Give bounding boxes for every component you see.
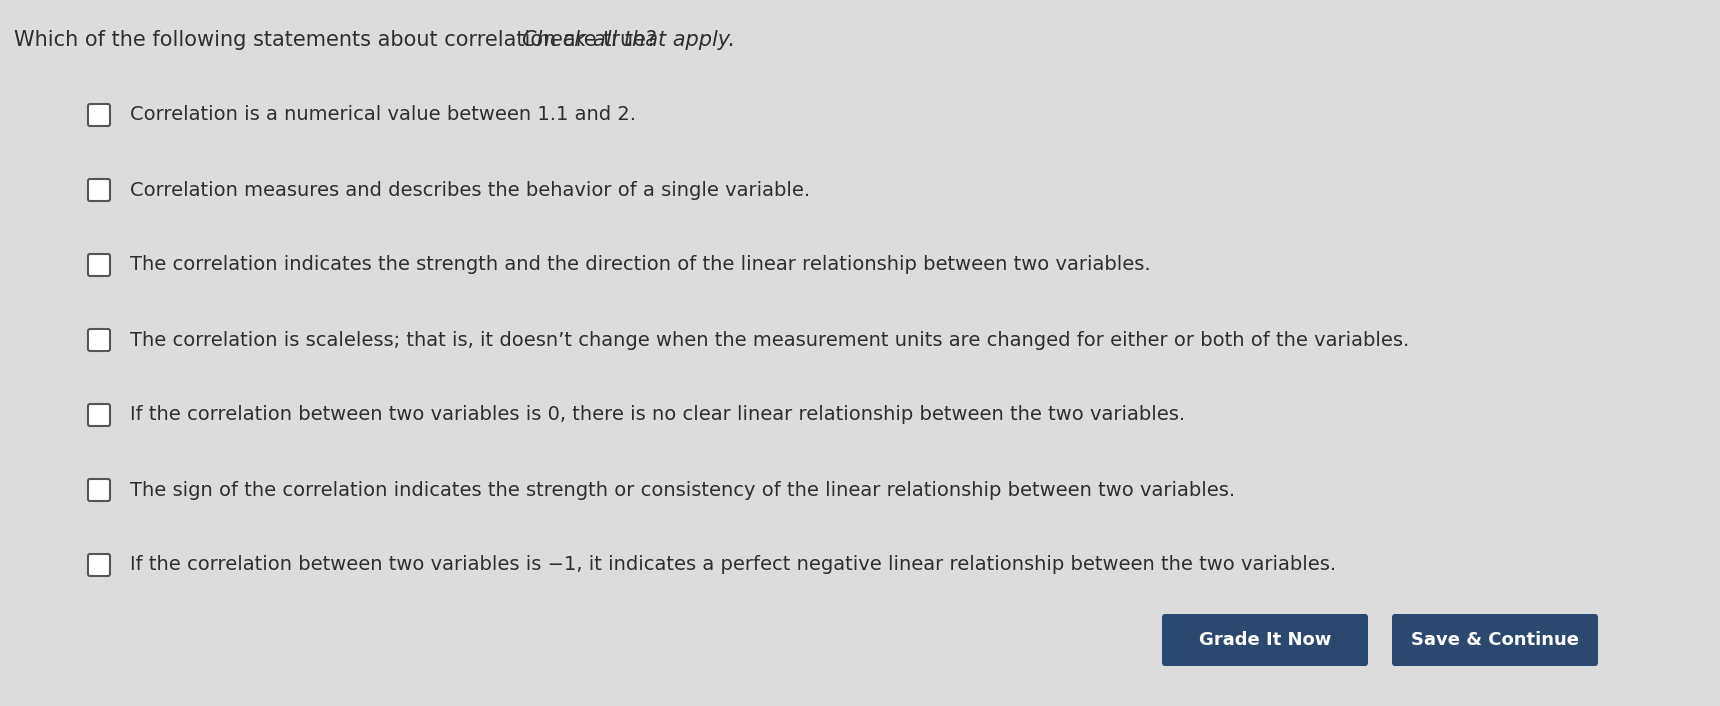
Text: If the correlation between two variables is 0, there is no clear linear relation: If the correlation between two variables… bbox=[131, 405, 1185, 424]
Text: Check all that apply.: Check all that apply. bbox=[523, 30, 736, 50]
Text: The correlation indicates the strength and the direction of the linear relations: The correlation indicates the strength a… bbox=[131, 256, 1151, 275]
Text: If the correlation between two variables is −1, it indicates a perfect negative : If the correlation between two variables… bbox=[131, 556, 1336, 575]
FancyBboxPatch shape bbox=[88, 179, 110, 201]
Text: Correlation measures and describes the behavior of a single variable.: Correlation measures and describes the b… bbox=[131, 181, 810, 200]
FancyBboxPatch shape bbox=[88, 329, 110, 351]
FancyBboxPatch shape bbox=[1391, 614, 1598, 666]
Text: Grade It Now: Grade It Now bbox=[1199, 631, 1331, 649]
FancyBboxPatch shape bbox=[88, 254, 110, 276]
FancyBboxPatch shape bbox=[88, 104, 110, 126]
Text: Correlation is a numerical value between 1.1 and 2.: Correlation is a numerical value between… bbox=[131, 105, 636, 124]
FancyBboxPatch shape bbox=[1163, 614, 1367, 666]
FancyBboxPatch shape bbox=[88, 404, 110, 426]
FancyBboxPatch shape bbox=[88, 554, 110, 576]
FancyBboxPatch shape bbox=[88, 479, 110, 501]
Text: Save & Continue: Save & Continue bbox=[1410, 631, 1579, 649]
Text: The correlation is scaleless; that is, it doesn’t change when the measurement un: The correlation is scaleless; that is, i… bbox=[131, 330, 1409, 349]
Text: Which of the following statements about correlation are true?: Which of the following statements about … bbox=[14, 30, 664, 50]
Text: The sign of the correlation indicates the strength or consistency of the linear : The sign of the correlation indicates th… bbox=[131, 481, 1235, 500]
